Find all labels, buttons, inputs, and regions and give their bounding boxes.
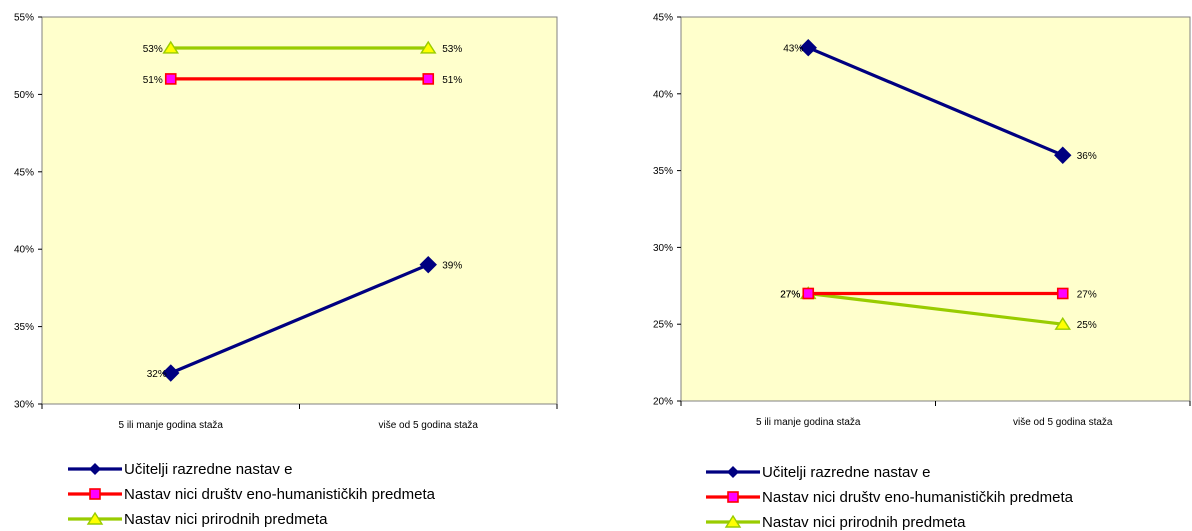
plot-area [680, 16, 1191, 402]
data-point [164, 73, 177, 85]
data-label: 36% [1077, 151, 1097, 162]
y-tick-label: 30% [653, 243, 673, 254]
legend-entry: Učitelji razredne nastav e [124, 461, 292, 478]
data-point [1056, 287, 1069, 300]
data-label: 53% [442, 44, 462, 55]
legend-marker [89, 463, 101, 475]
plot-area [41, 16, 558, 405]
x-axis: 5 ili manje godina staža više od 5 godina… [41, 404, 558, 431]
data-point [1054, 316, 1072, 330]
legend-marker [724, 514, 742, 528]
y-tick-label: 55% [14, 13, 34, 24]
data-point [799, 39, 817, 57]
y-tick-label: 35% [14, 322, 34, 333]
series-line-3 [808, 291, 1063, 326]
legend-marker [727, 466, 739, 478]
legend-entry: Nastav nici društv eno-humanističkih pre… [762, 489, 1074, 506]
x-tick-label: više od 5 godina staža [1013, 417, 1113, 428]
legend-entry: Nastav nici društv eno-humanističkih pre… [124, 486, 436, 503]
y-tick-label: 35% [653, 166, 673, 177]
x-tick-label: 5 ili manje godina staža [118, 420, 223, 431]
y-tick-label: 25% [653, 320, 673, 331]
data-label: 51% [143, 75, 163, 86]
series-line-1 [170, 263, 429, 375]
x-axis: 5 ili manje godina staža više od 5 godina… [680, 401, 1191, 428]
data-point [1054, 146, 1072, 164]
y-tick-label: 50% [14, 90, 34, 101]
data-point [422, 73, 435, 85]
data-label: 27% [780, 289, 800, 300]
y-tick-label: 45% [14, 167, 34, 178]
series-line-1 [807, 46, 1064, 157]
data-label: 53% [143, 44, 163, 55]
data-label: 43% [783, 44, 803, 55]
x-tick-label: više od 5 godina staža [378, 420, 478, 431]
data-point [419, 40, 437, 54]
legend-entry: Nastav nici prirodnih predmeta [124, 511, 328, 528]
series-group: 53% 53% 51% 51% 32% 39% [143, 40, 462, 382]
legend: Učitelji razredne nastav e Nastav nici dr… [706, 464, 1074, 531]
y-axis: 30% 35% 40% 45% 50% 55% [14, 13, 42, 411]
y-tick-label: 30% [14, 400, 34, 411]
series-group: 27%25%27% 27%43%36% [780, 39, 1097, 331]
legend-marker [89, 488, 101, 500]
data-label: 27% [1077, 289, 1097, 300]
y-tick-label: 45% [653, 13, 673, 24]
data-label: 27% [780, 289, 800, 300]
data-label: 25% [1077, 320, 1097, 331]
data-point [802, 287, 815, 300]
chart-2: 20% 25% 30% 35% 40% 45% 5 ili manje godina sta… [653, 13, 1191, 531]
data-point [419, 255, 437, 274]
chart-1: 30% 35% 40% 45% 50% 55% 5 ili manje godina sta… [14, 13, 558, 528]
data-point [162, 40, 180, 54]
x-tick-label: 5 ili manje godina staža [756, 417, 861, 428]
y-axis: 20% 25% 30% 35% 40% 45% [653, 13, 681, 408]
data-label: 39% [442, 261, 462, 272]
y-tick-label: 40% [14, 245, 34, 256]
legend-entry: Nastav nici prirodnih predmeta [762, 514, 966, 531]
data-label: 51% [442, 75, 462, 86]
data-label: 32% [147, 369, 167, 380]
legend-entry: Učitelji razredne nastav e [762, 464, 930, 481]
y-tick-label: 20% [653, 397, 673, 408]
y-tick-label: 40% [653, 89, 673, 100]
legend: Učitelji razredne nastav e Nastav nici dr… [68, 461, 436, 528]
data-point [162, 364, 180, 382]
legend-marker [86, 511, 104, 525]
legend-marker [727, 491, 739, 503]
